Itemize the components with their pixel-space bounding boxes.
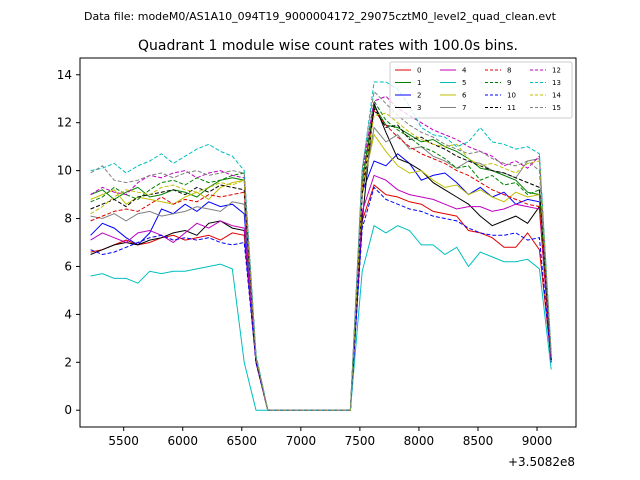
x-tick-label: 5500 [108, 434, 139, 448]
y-tick-label: 8 [64, 212, 72, 226]
legend-label-13: 13 [552, 79, 561, 87]
x-tick-label: 7500 [345, 434, 376, 448]
legend-label-5: 5 [462, 79, 466, 87]
series-line-4 [90, 174, 552, 411]
x-tick-label: 6000 [167, 434, 198, 448]
series-line-11 [90, 106, 552, 411]
legend-label-10: 10 [507, 92, 516, 100]
series-line-8 [90, 109, 552, 411]
chart-title: Quadrant 1 module wise count rates with … [138, 38, 518, 54]
series-line-15 [90, 90, 552, 411]
legend-label-15: 15 [552, 104, 561, 112]
series-line-13 [90, 81, 552, 411]
axes-frame [79, 57, 577, 428]
series-line-1 [90, 104, 552, 411]
legend-label-11: 11 [507, 104, 516, 112]
series-line-2 [90, 153, 552, 411]
y-tick-label: 6 [64, 259, 72, 273]
legend-label-14: 14 [552, 92, 561, 100]
series-line-7 [90, 126, 552, 411]
legend-label-2: 2 [417, 92, 421, 100]
legend-frame [389, 61, 573, 119]
suptitle: Data file: modeM0/AS1A10_094T19_90000041… [84, 10, 557, 23]
legend-label-0: 0 [417, 67, 421, 75]
y-axis: 0 2 4 6 8 10 12 14 [57, 68, 80, 417]
series-line-6 [90, 133, 552, 411]
series-line-10 [90, 186, 552, 411]
legend-label-4: 4 [462, 67, 467, 75]
x-offset-label: +3.5082e8 [508, 455, 575, 469]
legend-label-6: 6 [462, 92, 467, 100]
y-tick-label: 12 [57, 116, 72, 130]
legend-label-12: 12 [552, 67, 561, 75]
series-line-9 [90, 99, 552, 411]
y-tick-label: 10 [57, 164, 72, 178]
y-tick-label: 14 [57, 68, 72, 82]
series-line-5 [90, 224, 552, 411]
series-line-3 [90, 103, 552, 411]
legend-label-3: 3 [417, 104, 421, 112]
y-tick-label: 4 [64, 307, 72, 321]
legend-label-8: 8 [507, 67, 511, 75]
series-line-14 [90, 112, 552, 411]
legend-label-1: 1 [417, 79, 421, 87]
x-tick-label: 7000 [286, 434, 317, 448]
x-axis: 5500 6000 6500 7000 7500 8000 8500 9000 [108, 427, 552, 448]
x-tick-label: 8000 [404, 434, 435, 448]
legend-label-9: 9 [507, 79, 511, 87]
y-tick-label: 0 [64, 403, 72, 417]
x-tick-label: 6500 [227, 434, 258, 448]
y-tick-label: 2 [64, 355, 72, 369]
plot-area [90, 81, 552, 411]
x-tick-label: 8500 [463, 434, 494, 448]
legend-label-7: 7 [462, 104, 466, 112]
series-line-0 [90, 184, 552, 411]
x-tick-label: 9000 [522, 434, 553, 448]
